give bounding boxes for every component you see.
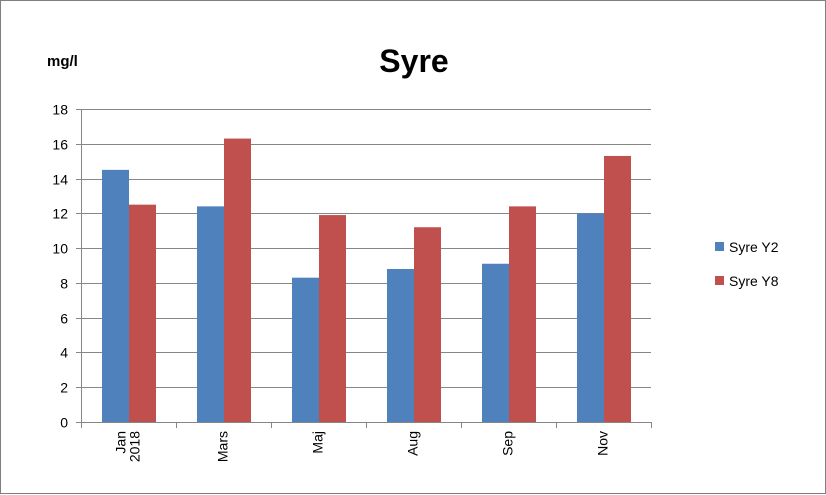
legend-swatch bbox=[715, 242, 724, 251]
bar bbox=[319, 215, 346, 422]
y-tick-label: 6 bbox=[60, 311, 68, 327]
y-tick-label: 16 bbox=[52, 137, 68, 153]
bar bbox=[509, 206, 536, 422]
legend: Syre Y2 Syre Y8 bbox=[715, 239, 779, 289]
x-tick-label: Maj bbox=[310, 431, 326, 454]
bar bbox=[387, 268, 414, 422]
x-tick-label: Aug bbox=[405, 431, 421, 456]
y-axis-label: mg/l bbox=[47, 53, 78, 70]
x-tick-label: Sep bbox=[500, 431, 516, 456]
y-tick-label: 10 bbox=[52, 241, 68, 257]
bar bbox=[197, 206, 224, 422]
x-tick-label: Jan bbox=[113, 431, 129, 454]
y-tick-label: 0 bbox=[60, 415, 68, 431]
legend-swatch bbox=[715, 276, 724, 285]
y-tick-label: 4 bbox=[60, 345, 68, 361]
chart-title: Syre bbox=[379, 43, 448, 79]
bars bbox=[102, 138, 631, 423]
bar bbox=[577, 213, 604, 422]
bar bbox=[604, 155, 631, 422]
legend-label: Syre Y8 bbox=[729, 273, 779, 289]
y-tick-label: 12 bbox=[52, 206, 68, 222]
y-tick-label: 2 bbox=[60, 380, 68, 396]
bar bbox=[414, 227, 441, 422]
x-tick-label: 2018 bbox=[127, 431, 143, 462]
x-tick-label: Nov bbox=[595, 431, 611, 456]
gridlines bbox=[81, 109, 651, 388]
y-tick-label: 8 bbox=[60, 276, 68, 292]
bar bbox=[102, 169, 129, 422]
x-tick-label: Mars bbox=[215, 431, 231, 462]
y-tick-label: 18 bbox=[52, 102, 68, 118]
bar bbox=[292, 277, 319, 422]
bar bbox=[129, 204, 156, 422]
legend-label: Syre Y2 bbox=[729, 239, 779, 255]
bar bbox=[482, 263, 509, 422]
y-tick-label: 14 bbox=[52, 172, 68, 188]
bar bbox=[224, 138, 251, 423]
